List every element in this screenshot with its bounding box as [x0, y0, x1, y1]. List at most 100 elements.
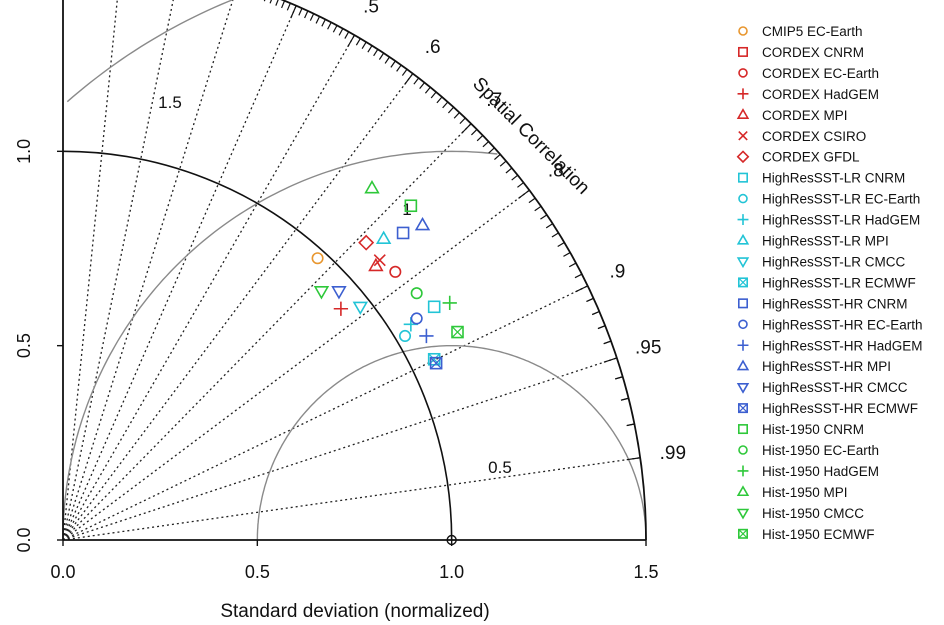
legend-label: CORDEX CNRM [762, 45, 864, 60]
legend-label: CORDEX CSIRO [762, 129, 866, 144]
correlation-tick [361, 41, 367, 49]
correlation-tick [575, 285, 588, 293]
legend-item: Hist-1950 CNRM [737, 422, 864, 437]
correlation-tick [615, 376, 623, 380]
legend-label: HighResSST-HR EC-Earth [762, 317, 923, 332]
y-tick-label: 0.5 [14, 333, 34, 358]
legend-marker [737, 46, 748, 57]
legend-label: HighResSST-HR CMCC [762, 380, 908, 395]
legend-marker [736, 108, 750, 119]
data-point [410, 312, 423, 325]
data-point [414, 216, 431, 231]
correlation-tick [476, 134, 484, 142]
legend-item: HighResSST-LR MPI [736, 233, 889, 249]
legend-item: HighResSST-LR CNRM [737, 171, 905, 186]
correlation-tick-label: .7 [486, 90, 502, 111]
correlation-tick [551, 232, 559, 238]
legend-marker-cross [738, 403, 748, 413]
correlation-tick [626, 423, 635, 427]
legend-marker [737, 424, 748, 435]
correlation-tick [263, 0, 266, 2]
correlation-tick [424, 86, 431, 94]
data-point [368, 257, 384, 272]
legend-marker [736, 359, 750, 371]
correlation-tick [304, 10, 309, 19]
data-point-cross [451, 326, 464, 338]
correlation-tick [517, 182, 524, 188]
x-tick-label: 1.5 [633, 562, 658, 582]
correlation-tick [505, 167, 513, 174]
legend-label: CORDEX HadGEM [762, 87, 879, 102]
data-point [396, 226, 410, 240]
correlation-tick [309, 13, 315, 21]
data-point [364, 180, 380, 194]
legend-marker [737, 339, 749, 351]
correlation-tick [488, 147, 495, 154]
x-tick-label: 0.0 [50, 562, 75, 582]
correlation-tick [626, 457, 641, 461]
legend-item: HighResSST-HR MPI [736, 359, 891, 374]
correlation-ray [62, 5, 297, 541]
correlation-tick [275, 0, 279, 6]
legend-marker [738, 445, 748, 455]
correlation-tick [269, 0, 273, 4]
correlation-tick [290, 5, 297, 19]
legend-marker [736, 485, 750, 497]
correlation-tick-label: .99 [660, 443, 686, 464]
correlation-tick [332, 25, 338, 33]
legend-item: Hist-1950 ECMWF [737, 527, 875, 542]
legend-label: CORDEX GFDL [762, 150, 860, 165]
data-point [442, 295, 457, 311]
legend-label: Hist-1950 MPI [762, 485, 848, 500]
correlation-tick [540, 214, 548, 220]
legend-label: HighResSST-HR CNRM [762, 296, 908, 311]
legend-item: HighResSST-LR HadGEM [737, 213, 920, 228]
correlation-tick [344, 31, 350, 39]
data-point [373, 254, 386, 267]
correlation-tick [442, 101, 449, 109]
correlation-tick-label: .95 [635, 338, 661, 359]
correlation-tick [384, 56, 390, 64]
legend-marker [738, 130, 748, 141]
legend-item: HighResSST-LR EC-Earth [738, 192, 920, 207]
correlation-tick [298, 8, 303, 16]
correlation-tick [367, 45, 373, 53]
legend-marker [738, 193, 748, 204]
correlation-tick [459, 117, 466, 125]
correlation-tick [430, 91, 437, 99]
legend-marker [738, 68, 748, 78]
legend-label: HighResSST-LR EC-Earth [762, 192, 920, 207]
correlation-tick [518, 189, 530, 199]
correlation-tick [534, 205, 542, 212]
correlation-tick [574, 273, 583, 279]
legend-marker [737, 214, 749, 226]
correlation-tick [413, 77, 420, 85]
data-point [375, 230, 392, 244]
legend-item: HighResSST-HR CNRM [737, 296, 908, 311]
correlation-tick [603, 357, 618, 363]
legend-label: CMIP5 EC-Earth [762, 24, 863, 39]
rmsd-contour [62, 150, 498, 540]
data-point [389, 265, 402, 278]
axes-layer: .1.2.3.4.5.6.7.8.9.95.990.00.51.01.50.00… [14, 0, 686, 582]
legend-marker [737, 528, 748, 539]
correlation-ray [62, 34, 356, 541]
legend-label: CORDEX MPI [762, 108, 848, 123]
legend-item: Hist-1950 EC-Earth [738, 443, 879, 458]
data-point [410, 287, 423, 300]
legend-item: Hist-1950 CMCC [736, 506, 864, 521]
legend-item: CORDEX CNRM [737, 45, 864, 60]
legend-marker [737, 403, 748, 414]
correlation-tick [401, 68, 408, 76]
legend-marker [736, 233, 750, 245]
correlation-tick [494, 153, 501, 160]
legend-label: HighResSST-HR MPI [762, 359, 891, 374]
correlation-tick [396, 64, 402, 72]
correlation-tick [499, 160, 507, 167]
legend-label: HighResSST-LR HadGEM [762, 213, 920, 228]
correlation-tick [281, 0, 286, 9]
correlation-tick [373, 48, 379, 57]
legend-item: HighResSST-HR EC-Earth [738, 317, 923, 332]
legend-item: Hist-1950 HadGEM [737, 464, 879, 479]
